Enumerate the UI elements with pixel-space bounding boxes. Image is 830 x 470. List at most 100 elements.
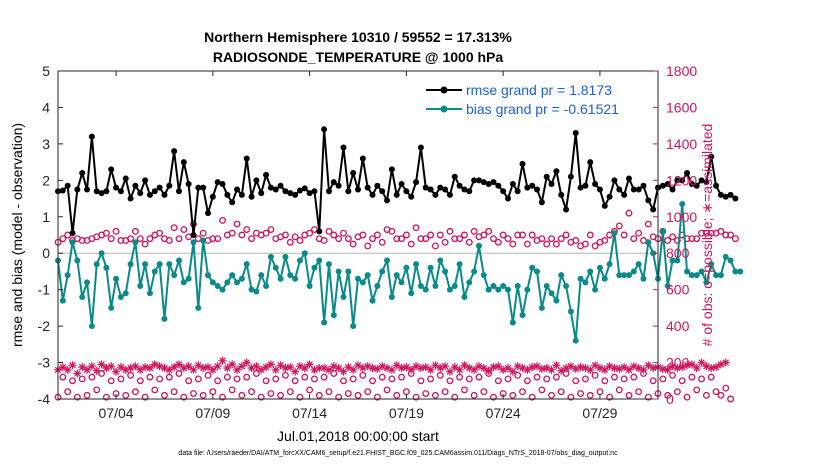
- bias-point: [277, 275, 284, 282]
- rmse-point: [529, 182, 536, 189]
- bias-point: [534, 268, 541, 275]
- possible-point: [112, 227, 120, 235]
- assimilated-stroke: [107, 362, 115, 370]
- assimilated-stroke: [620, 363, 628, 371]
- possible-point: [340, 229, 347, 237]
- assimilated-stroke: [398, 364, 405, 372]
- rmse-point: [214, 179, 221, 186]
- low-count-point: [219, 393, 226, 401]
- possible-point: [398, 235, 405, 243]
- assimilated-stroke: [253, 362, 260, 370]
- assimilated-point: [683, 361, 692, 370]
- bias-point: [577, 275, 584, 282]
- possible-point: [165, 237, 173, 244]
- bias-point: [398, 279, 405, 286]
- low-count-point: [73, 393, 81, 401]
- low-count-point: [340, 377, 347, 385]
- bias-point: [480, 272, 487, 279]
- bias-point: [625, 272, 632, 279]
- assimilated-point: [136, 365, 145, 374]
- possible-point: [407, 240, 415, 248]
- possible-point: [417, 235, 425, 243]
- assimilated-stroke: [659, 365, 667, 373]
- rmse-point: [611, 177, 618, 184]
- low-count-point: [146, 373, 154, 381]
- assimilated-point: [368, 364, 377, 373]
- assimilated-stroke: [267, 361, 275, 368]
- rmse-point: [79, 170, 86, 177]
- y-tick-label-left: -1: [38, 282, 51, 298]
- tick-layer: 07/04 07/09 07/14 07/19 07/24 07/29 -4 -3 -2 -1 0 1…: [38, 63, 698, 421]
- rmse-point: [688, 180, 695, 187]
- bias-point: [171, 272, 178, 279]
- rmse-point: [398, 180, 405, 187]
- rmse-point: [674, 177, 681, 184]
- possible-point: [127, 235, 135, 243]
- possible-point: [107, 235, 115, 243]
- low-count-point: [238, 391, 246, 399]
- possible-point: [538, 235, 546, 243]
- bias-point: [558, 272, 565, 279]
- rmse-point: [524, 184, 531, 191]
- assimilated-stroke: [509, 368, 517, 375]
- rmse-point: [664, 180, 671, 187]
- rmse-point: [166, 182, 173, 189]
- low-count-point: [252, 370, 260, 377]
- bias-point: [451, 283, 458, 290]
- bias-point: [393, 272, 400, 279]
- low-count-point: [451, 393, 459, 401]
- rmse-point: [330, 179, 337, 186]
- possible-point: [528, 231, 536, 239]
- assimilated-stroke: [277, 362, 284, 369]
- bias-point: [374, 283, 381, 290]
- possible-point: [625, 209, 633, 217]
- low-count-point: [596, 388, 604, 396]
- bias-point: [630, 268, 637, 275]
- rmse-point: [587, 159, 594, 166]
- low-count-point: [669, 371, 676, 379]
- bias-point: [722, 253, 729, 260]
- bias-point: [359, 279, 366, 286]
- rmse-point: [108, 166, 115, 173]
- legend: rmse grand pr = 1.8173 bias grand pr = -…: [420, 76, 634, 118]
- possible-point: [281, 231, 289, 239]
- assimilated-stroke: [553, 362, 560, 369]
- possible-point: [465, 238, 473, 246]
- rmse-point: [355, 186, 361, 193]
- assimilated-point: [649, 364, 658, 373]
- low-count-point: [214, 377, 222, 385]
- y-tick-label-right: 800: [666, 245, 690, 261]
- rmse-line: [57, 129, 737, 236]
- possible-point: [727, 231, 735, 239]
- rmse-point: [480, 179, 487, 186]
- possible-point: [248, 235, 255, 243]
- assimilated-point: [697, 358, 706, 367]
- rmse-point: [548, 180, 555, 187]
- y-tick-label-right: 200: [666, 355, 690, 371]
- bias-point: [543, 283, 550, 290]
- bias-point: [737, 268, 744, 275]
- bias-point: [122, 290, 129, 297]
- low-count-point: [359, 371, 367, 379]
- possible-point: [664, 237, 672, 244]
- assimilated-stroke: [557, 367, 565, 375]
- assimilated-stroke: [543, 364, 550, 372]
- possible-point: [514, 231, 522, 239]
- y-axis-label-left: rmse and bias (model - observation): [9, 123, 25, 347]
- rmse-point: [359, 155, 366, 162]
- rmse-point: [103, 188, 110, 195]
- possible-point: [456, 235, 464, 243]
- assimilated-stroke: [93, 367, 100, 375]
- assimilated-stroke: [538, 365, 546, 373]
- rmse-point: [277, 182, 284, 189]
- possible-point: [717, 227, 725, 235]
- assimilated-point: [494, 362, 503, 371]
- possible-point: [673, 237, 681, 244]
- assimilated-point: [687, 360, 696, 369]
- bias-point: [355, 275, 361, 282]
- low-count-point: [562, 370, 570, 377]
- possible-point: [373, 231, 381, 239]
- low-count-point: [523, 377, 531, 385]
- y-tick-label-left: 2: [42, 172, 50, 188]
